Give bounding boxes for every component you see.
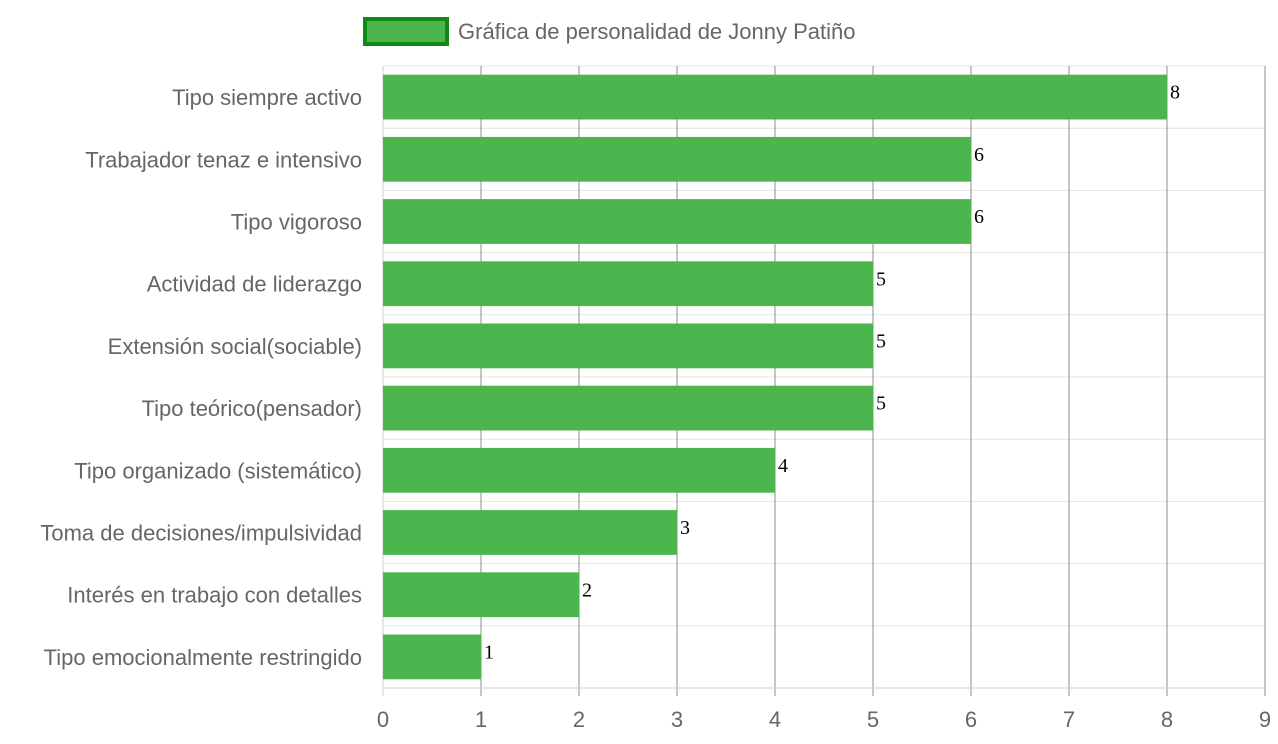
x-tick-label: 4	[769, 707, 781, 732]
data-label: 8	[1170, 82, 1180, 104]
bar[interactable]	[383, 572, 579, 618]
x-tick-label: 3	[671, 707, 683, 732]
data-label: 4	[778, 455, 788, 477]
bar[interactable]	[383, 323, 873, 369]
bar[interactable]	[383, 136, 971, 182]
x-tick-label: 9	[1259, 707, 1271, 732]
x-tick-label: 7	[1063, 707, 1075, 732]
data-label: 5	[876, 331, 886, 353]
data-labels: 8 6 6 5 5 5 4 3 2 1	[484, 82, 1180, 664]
x-tick-label: 1	[475, 707, 487, 732]
category-label: Extensión social(sociable)	[108, 334, 362, 359]
x-tick-label: 8	[1161, 707, 1173, 732]
bar[interactable]	[383, 385, 873, 431]
legend[interactable]: Gráfica de personalidad de Jonny Patiño	[363, 17, 855, 46]
bar[interactable]	[383, 199, 971, 244]
x-tick-labels: 0 1 2 3 4 5 6 7 8 9	[377, 707, 1271, 732]
category-label: Tipo emocionalmente restringido	[44, 645, 362, 670]
x-tick-label: 5	[867, 707, 879, 732]
bar[interactable]	[383, 447, 775, 493]
bars	[383, 74, 1167, 680]
x-tick-label: 2	[573, 707, 585, 732]
bar[interactable]	[383, 74, 1167, 120]
legend-label: Gráfica de personalidad de Jonny Patiño	[458, 19, 855, 44]
category-label: Toma de decisiones/impulsividad	[40, 521, 362, 546]
category-label: Interés en trabajo con detalles	[67, 583, 362, 608]
x-tick-label: 6	[965, 707, 977, 732]
category-label: Trabajador tenaz e intensivo	[85, 147, 362, 172]
data-label: 1	[484, 642, 494, 664]
legend-swatch	[363, 17, 449, 46]
data-label: 3	[680, 517, 690, 539]
data-label: 6	[974, 144, 984, 166]
data-label: 5	[876, 268, 886, 290]
category-label: Actividad de liderazgo	[147, 272, 362, 297]
category-labels: Tipo siempre activo Trabajador tenaz e in…	[40, 85, 362, 670]
category-label: Tipo teórico(pensador)	[141, 396, 362, 421]
data-label: 2	[582, 579, 592, 601]
bar[interactable]	[383, 261, 873, 307]
bar[interactable]	[383, 510, 677, 555]
x-tick-label: 0	[377, 707, 389, 732]
category-label: Tipo organizado (sistemático)	[74, 458, 362, 483]
bar[interactable]	[383, 634, 481, 680]
data-label: 6	[974, 206, 984, 228]
data-label: 5	[876, 393, 886, 415]
category-label: Tipo vigoroso	[231, 210, 362, 235]
category-label: Tipo siempre activo	[172, 85, 362, 110]
